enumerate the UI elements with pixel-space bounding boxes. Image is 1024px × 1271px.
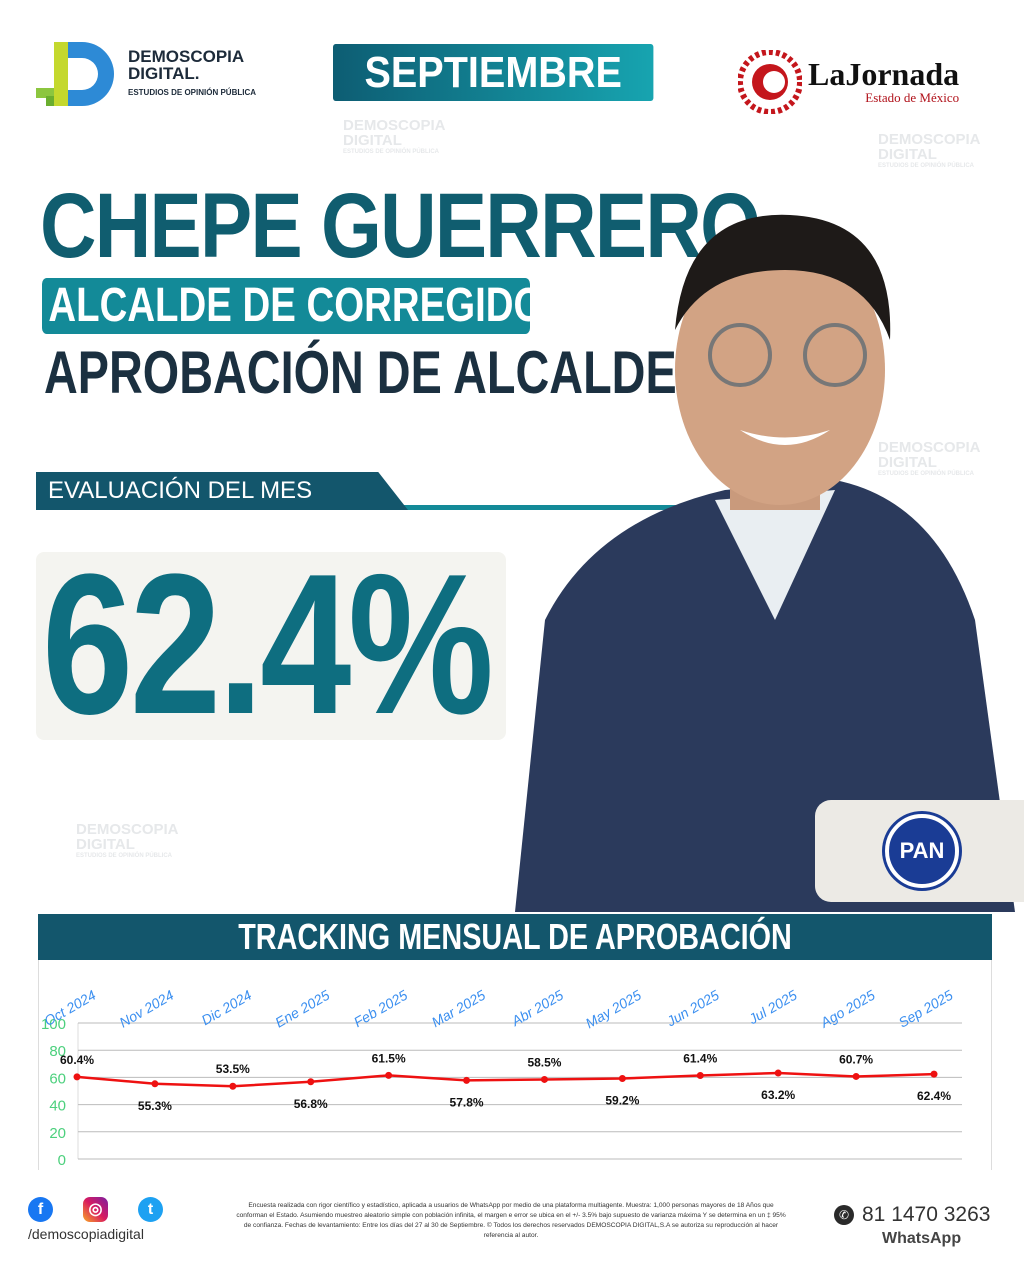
data-label: 62.4% xyxy=(917,1089,951,1103)
data-point xyxy=(229,1082,237,1090)
data-label: 59.2% xyxy=(605,1093,639,1107)
data-point xyxy=(385,1071,393,1079)
data-label: 55.3% xyxy=(138,1099,172,1113)
divider xyxy=(36,505,860,510)
phone-number: ✆ 81 1470 3263 xyxy=(834,1204,990,1226)
whatsapp-label: WhatsApp xyxy=(882,1230,962,1247)
data-label: 56.8% xyxy=(294,1097,328,1111)
eval-value: 62.4% xyxy=(42,533,494,756)
x-tick-label: Ago 2025 xyxy=(817,987,878,1031)
candidate-name: CHEPE GUERRERO xyxy=(40,175,761,277)
disclaimer: Encuesta realizada con rigor científico … xyxy=(236,1202,786,1239)
y-tick-label: 80 xyxy=(49,1043,66,1060)
x-tick-label: Sep 2025 xyxy=(896,987,956,1031)
x-tick-label: Nov 2024 xyxy=(117,987,177,1031)
candidate-role: ALCALDE DE CORREGIDORA xyxy=(42,278,599,334)
data-point xyxy=(540,1075,548,1083)
la-jornada-logo: LaJornada Estado de México xyxy=(738,50,959,114)
chart-title: TRACKING MENSUAL DE APROBACIÓN xyxy=(38,914,992,960)
instagram-icon[interactable]: ◎ xyxy=(83,1197,108,1222)
watermark: DEMOSCOPIA DIGITAL ESTUDIOS DE OPINIÓN PÚB… xyxy=(76,821,179,859)
brand-tagline: ESTUDIOS DE OPINIÓN PÚBLICA xyxy=(128,88,257,97)
data-label: 53.5% xyxy=(216,1062,250,1076)
data-label: 60.4% xyxy=(60,1053,94,1067)
data-point xyxy=(307,1078,315,1086)
data-point xyxy=(774,1069,782,1077)
x-tick-label: Jul 2025 xyxy=(745,987,800,1028)
partner-name: LaJornada xyxy=(808,56,960,92)
demoscopia-d-icon xyxy=(36,42,114,106)
x-tick-label: Mar 2025 xyxy=(429,987,488,1031)
chart-area xyxy=(38,960,992,1170)
x-tick-label: Ene 2025 xyxy=(272,987,332,1031)
data-point xyxy=(151,1080,159,1088)
y-tick-label: 100 xyxy=(41,1016,66,1033)
watermark: DEMOSCOPIA DIGITAL ESTUDIOS DE OPINIÓN PÚB… xyxy=(878,131,981,169)
data-label: 60.7% xyxy=(839,1052,873,1066)
facebook-icon[interactable]: f xyxy=(28,1197,53,1222)
month-banner: SEPTIEMBRE 2025 xyxy=(333,44,654,154)
y-tick-label: 0 xyxy=(58,1152,66,1169)
watermark: DEMOSCOPIA DIGITAL ESTUDIOS DE OPINIÓN PÚB… xyxy=(878,439,981,477)
data-label: 61.4% xyxy=(683,1051,717,1065)
data-point xyxy=(696,1071,704,1079)
data-label: 63.2% xyxy=(761,1088,795,1102)
data-point xyxy=(852,1072,860,1080)
data-label: 57.8% xyxy=(450,1095,484,1109)
eval-box xyxy=(36,552,506,740)
social-handle: /demoscopiadigital xyxy=(28,1226,144,1242)
data-label: 58.5% xyxy=(527,1055,561,1069)
social-icons: f ◎ t xyxy=(28,1197,163,1222)
demoscopia-logo: DEMOSCOPIA DIGITAL. ESTUDIOS DE OPINIÓN … xyxy=(36,42,256,106)
x-tick-label: Feb 2025 xyxy=(351,987,410,1031)
whatsapp-icon: ✆ xyxy=(834,1205,854,1226)
y-tick-label: 60 xyxy=(49,1070,66,1087)
twitter-icon[interactable]: t xyxy=(138,1197,163,1222)
x-tick-label: Dic 2024 xyxy=(198,987,254,1029)
x-tick-label: May 2025 xyxy=(583,987,644,1032)
pan-logo: PAN xyxy=(885,814,959,888)
watermark: DEMOSCOPIA DIGITAL ESTUDIOS DE OPINIÓN PÚB… xyxy=(343,117,446,155)
data-point xyxy=(463,1076,471,1084)
brand-name: DEMOSCOPIA xyxy=(128,47,245,66)
data-point xyxy=(73,1073,81,1081)
data-point xyxy=(618,1074,626,1082)
eval-label: EVALUACIÓN DEL MES xyxy=(36,472,408,510)
brand-name-2: DIGITAL. xyxy=(128,64,200,83)
data-point xyxy=(930,1070,938,1078)
sun-icon xyxy=(738,50,802,114)
partner-sub: Estado de México xyxy=(865,90,960,105)
y-tick-label: 20 xyxy=(49,1125,66,1142)
series-line xyxy=(76,1071,935,1088)
data-label: 61.5% xyxy=(372,1051,406,1065)
survey-subtitle: APROBACIÓN DE ALCALDES xyxy=(44,339,708,406)
y-tick-label: 40 xyxy=(49,1098,66,1115)
